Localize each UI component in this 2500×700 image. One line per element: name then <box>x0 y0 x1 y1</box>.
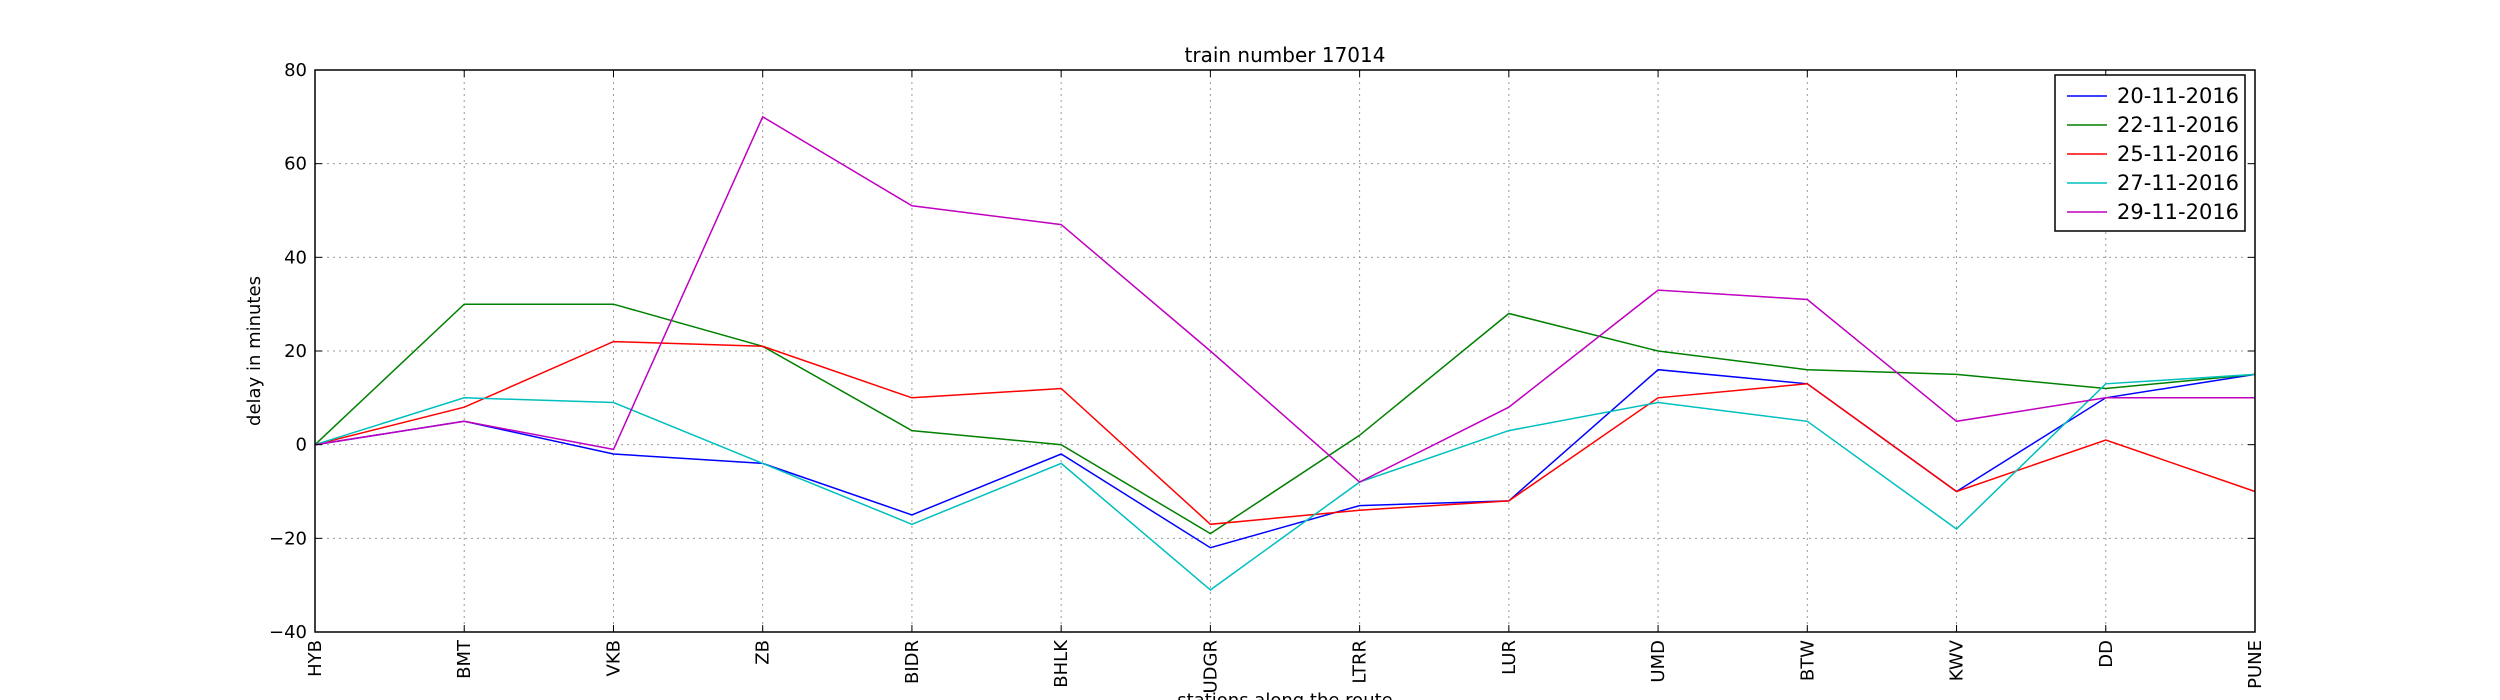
legend-label: 22-11-2016 <box>2117 113 2239 137</box>
y-axis-label: delay in minutes <box>244 276 265 426</box>
series-layer <box>314 115 2256 591</box>
series-line-25-11-2016 <box>314 340 2256 526</box>
grid-lines <box>315 70 2255 632</box>
y-tick-label: 80 <box>284 60 307 81</box>
y-tick-label: 20 <box>284 341 307 362</box>
x-tick-label: LTRR <box>1350 640 1371 684</box>
y-tick-label: −40 <box>269 622 307 643</box>
x-tick-label: VKB <box>603 640 624 676</box>
x-tick-label: HYB <box>305 640 326 677</box>
x-tick-label: DD <box>2096 640 2117 668</box>
plot-background <box>315 70 2255 632</box>
legend-label: 27-11-2016 <box>2117 171 2239 195</box>
x-tick-label: UMD <box>1648 640 1669 683</box>
x-tick-label: LUR <box>1499 640 1520 675</box>
legend-box <box>2054 74 2246 232</box>
legend-label: 20-11-2016 <box>2117 84 2239 108</box>
x-tick-label: BTW <box>1797 640 1818 681</box>
series-line-22-11-2016 <box>314 303 2256 535</box>
x-tick-label: BIDR <box>902 640 923 684</box>
chart-title: train number 17014 <box>1185 43 1386 67</box>
x-tick-label: KWV <box>1947 639 1968 681</box>
x-tick-label: BMT <box>454 639 475 679</box>
series-line-29-11-2016 <box>314 115 2255 483</box>
x-tick-label: UDGR <box>1200 640 1221 694</box>
series-line-27-11-2016 <box>314 373 2256 591</box>
legend-label: 25-11-2016 <box>2117 142 2239 166</box>
y-tick-label: 60 <box>284 154 307 175</box>
x-axis-label: stations along the route <box>1177 690 1392 700</box>
x-tick-label: PUNE <box>2245 640 2266 689</box>
legend-label: 29-11-2016 <box>2117 200 2239 224</box>
legend: 20-11-2016 22-11-2016 25-11-2016 27-11-2016… <box>2054 74 2246 232</box>
y-tick-label: 0 <box>296 435 307 456</box>
axis-ticks <box>314 69 2256 633</box>
y-tick-label: 40 <box>284 247 307 268</box>
tick-labels: HYB BMT VKB ZB BIDR BHLK UDGR LTRR LUR UMD BTW KWV D… <box>269 60 2266 694</box>
x-tick-label: ZB <box>753 640 774 665</box>
x-tick-label: BHLK <box>1051 639 1072 688</box>
y-tick-label: −20 <box>269 528 307 549</box>
